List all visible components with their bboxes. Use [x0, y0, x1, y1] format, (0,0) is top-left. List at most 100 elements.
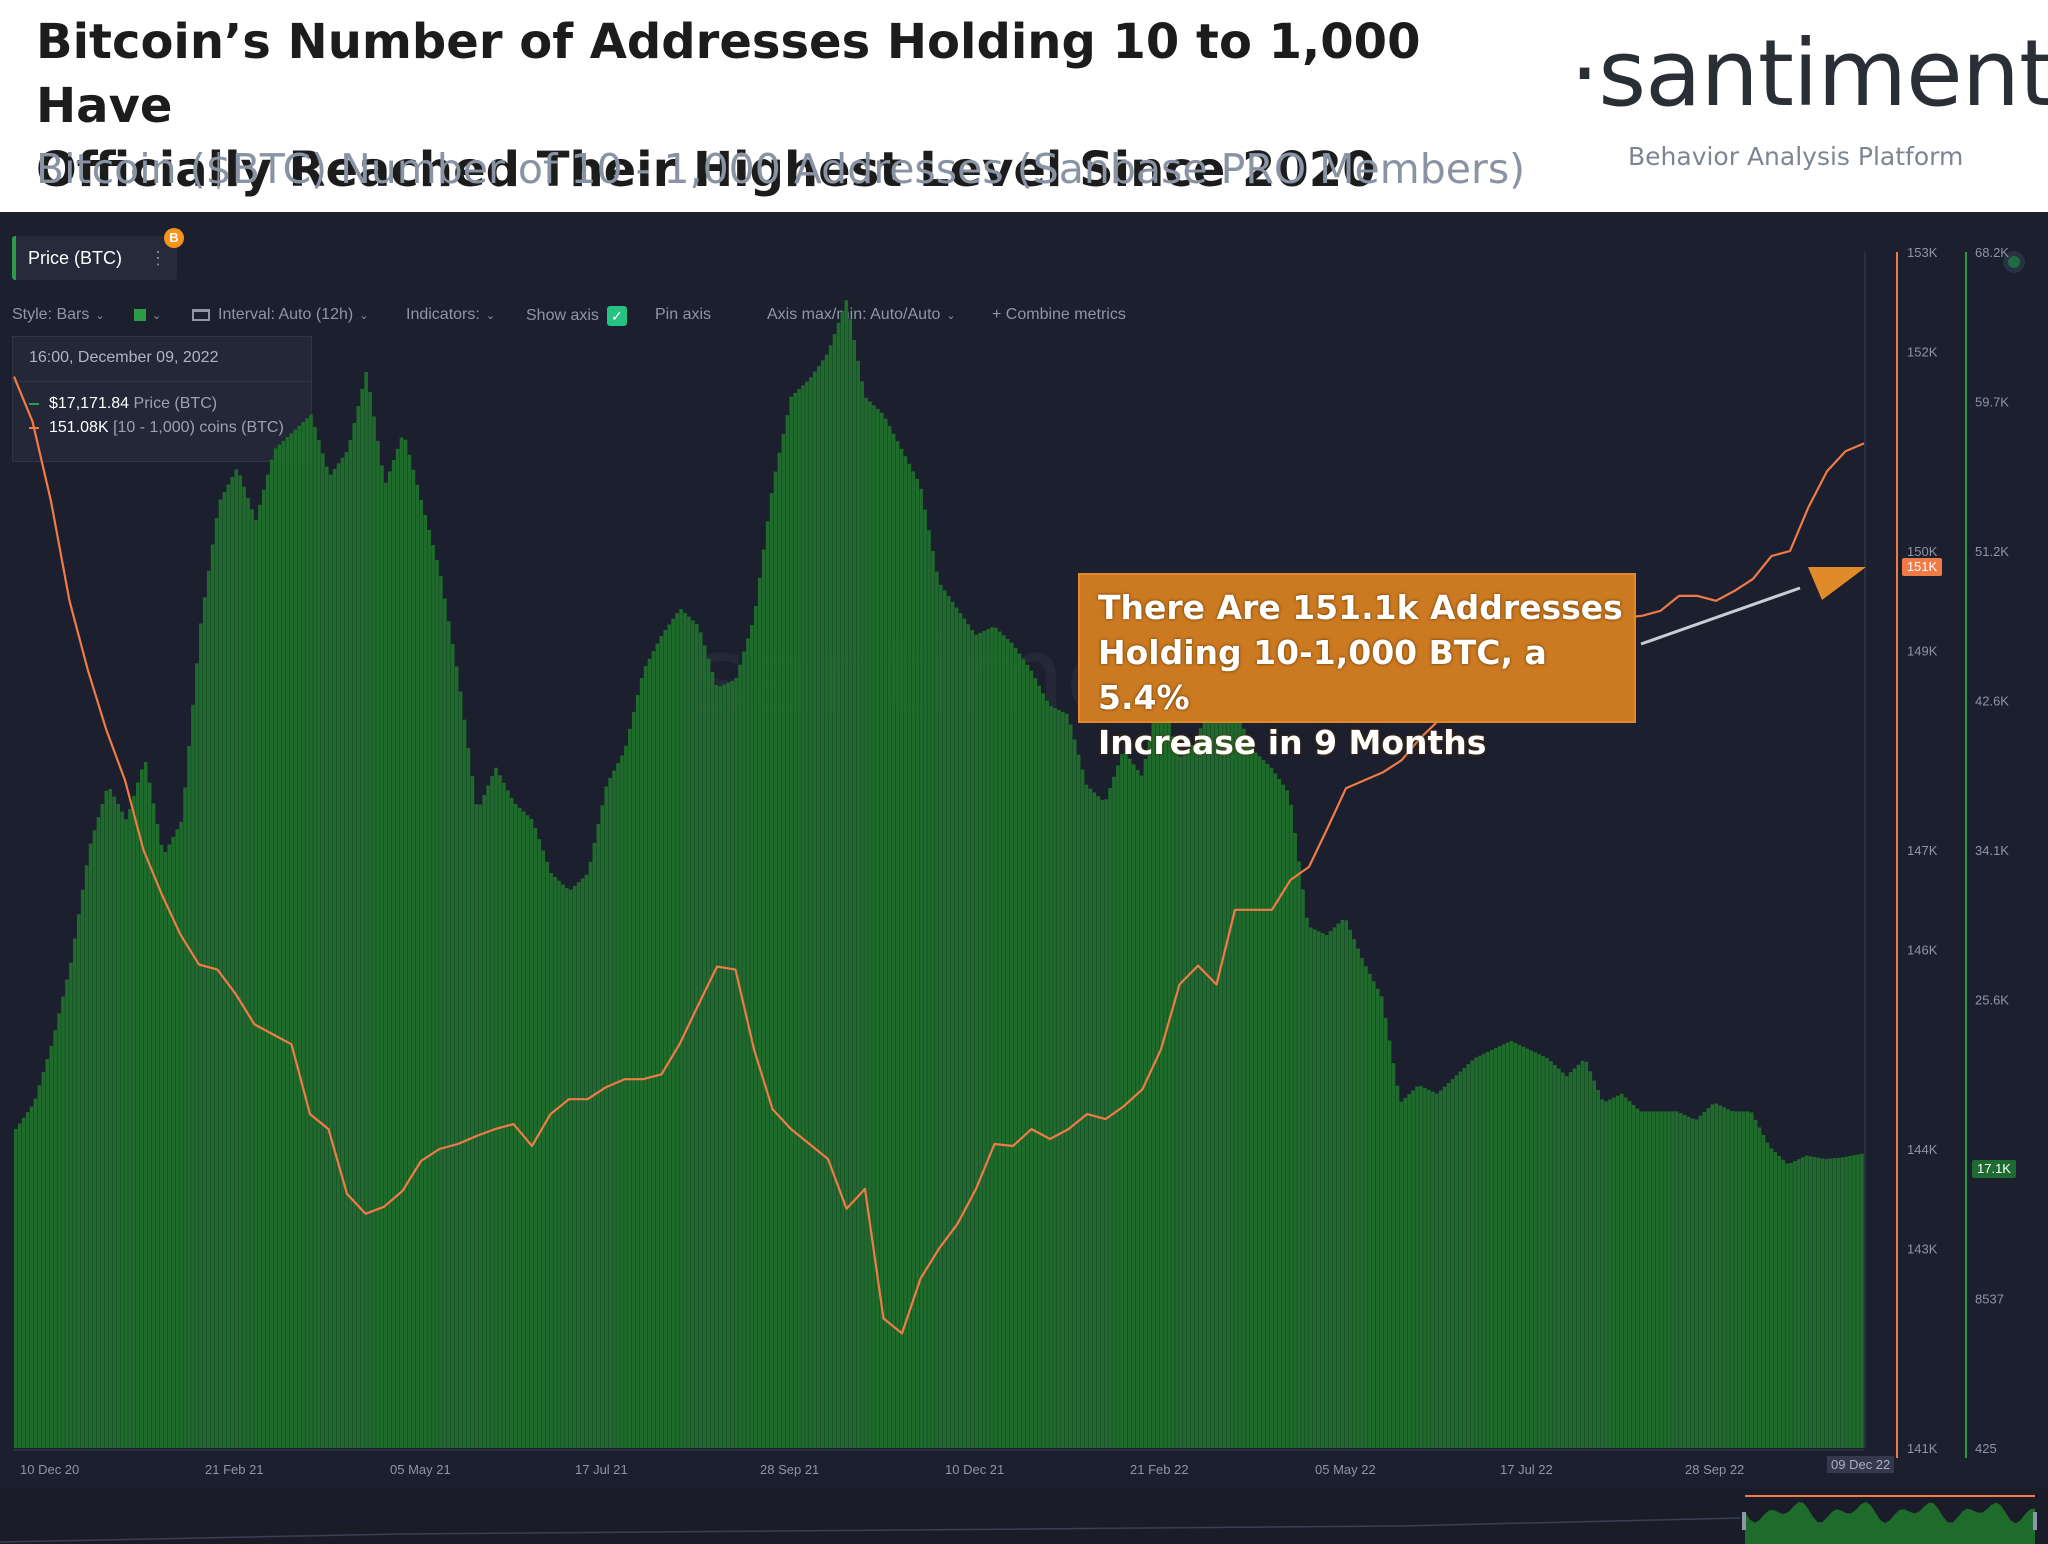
price-bar	[525, 815, 530, 1448]
price-bar	[907, 463, 912, 1448]
price-bar	[21, 1117, 26, 1448]
price-bar	[41, 1072, 46, 1448]
price-bar	[950, 601, 955, 1448]
price-bar	[1576, 1064, 1581, 1448]
price-bar	[1482, 1053, 1486, 1448]
price-bar	[446, 621, 451, 1448]
price-bar	[368, 392, 372, 1448]
price-bar	[230, 476, 235, 1448]
price-bar	[506, 790, 510, 1448]
price-bar	[1045, 700, 1049, 1448]
price-bar	[1793, 1161, 1797, 1448]
price-bar	[384, 482, 388, 1448]
price-bar	[1328, 931, 1333, 1448]
price-bar	[344, 452, 349, 1448]
price-bar	[832, 334, 837, 1448]
price-bar	[1639, 1111, 1644, 1448]
tooltip-price-value: $17,171.84	[49, 395, 130, 412]
left-axis-tick: 144K	[1907, 1142, 1938, 1157]
price-bar	[643, 666, 648, 1448]
chevron-down-icon: ⌄	[359, 310, 369, 322]
price-bar	[1525, 1048, 1530, 1448]
price-bar	[1068, 724, 1073, 1448]
price-bar	[797, 389, 801, 1449]
price-bar	[210, 544, 215, 1448]
price-bar	[754, 606, 758, 1448]
style-label: Style: Bars	[12, 306, 90, 323]
price-bar	[281, 440, 286, 1449]
price-bar	[781, 433, 786, 1448]
left-axis-tick: 149K	[1907, 644, 1938, 659]
pin-axis-button[interactable]: Pin axis	[655, 306, 712, 323]
chart-plot[interactable]: 153K 152K 150K 149K 147K 146K 144K 143K 141K 68.2…	[0, 212, 2048, 1544]
price-bar	[1580, 1060, 1585, 1448]
price-bar	[84, 865, 89, 1448]
price-bar	[1108, 788, 1112, 1448]
price-bar	[1824, 1158, 1829, 1448]
price-bar	[517, 807, 522, 1448]
price-bar	[1478, 1055, 1482, 1448]
price-bar	[895, 441, 900, 1448]
show-axis-checkbox[interactable]: ✓	[606, 306, 627, 326]
santiment-logo: ·santiment·	[1570, 20, 2048, 127]
chart-panel: santiment Price (BTC) ⋮ B Style: Bars⌄ ⌄…	[0, 212, 2048, 1544]
price-bar	[1738, 1111, 1742, 1448]
price-bar	[805, 381, 809, 1448]
price-bar	[509, 797, 514, 1448]
price-bar	[919, 488, 923, 1448]
axis-maxmin-dropdown[interactable]: Axis max/min: Auto/Auto ⌄	[767, 306, 956, 324]
current-addresses-marker: 151K	[1902, 558, 1942, 576]
price-bar	[1612, 1097, 1616, 1448]
price-bar	[159, 844, 164, 1448]
combine-metrics-button[interactable]: + Combine metrics	[992, 306, 1126, 323]
price-bar	[1749, 1112, 1754, 1448]
price-bar	[939, 584, 943, 1448]
price-bar	[856, 360, 860, 1449]
x-axis-tick: 17 Jul 22	[1500, 1462, 1553, 1477]
price-bar	[1391, 1063, 1396, 1448]
price-bar	[1253, 752, 1258, 1448]
color-picker[interactable]: ⌄	[134, 306, 161, 324]
current-date-marker: 09 Dec 22	[1827, 1456, 1895, 1473]
left-axis-tick: 153K	[1907, 245, 1938, 260]
price-bar	[1190, 745, 1195, 1448]
price-bar	[238, 475, 242, 1448]
price-bar	[273, 448, 278, 1448]
show-axis-toggle[interactable]: Show axis ✓	[526, 306, 627, 326]
right-axis-tick: 51.2K	[1975, 544, 2009, 559]
current-price-marker: 17.1K	[1972, 1160, 2016, 1178]
price-bar	[1332, 927, 1337, 1448]
title-line-1: Bitcoin’s Number of Addresses Holding 10…	[36, 14, 1421, 134]
indicators-dropdown[interactable]: Indicators: ⌄	[406, 306, 495, 324]
style-dropdown[interactable]: Style: Bars ⌄	[12, 306, 105, 324]
price-bar	[1198, 728, 1203, 1448]
price-bar	[675, 613, 679, 1448]
price-bar	[478, 804, 483, 1448]
price-bar	[706, 658, 711, 1448]
price-bar	[1820, 1158, 1825, 1448]
price-bar	[1541, 1056, 1545, 1448]
price-bar	[687, 616, 691, 1448]
price-bar	[541, 850, 546, 1448]
price-bar	[1273, 773, 1278, 1448]
price-bar	[1710, 1104, 1715, 1448]
price-bar	[1655, 1111, 1659, 1448]
price-bar	[450, 643, 455, 1448]
price-bar	[1171, 736, 1175, 1448]
price-bar	[1852, 1155, 1856, 1448]
price-bar	[76, 914, 81, 1448]
more-options-icon[interactable]: ⋮	[149, 248, 167, 268]
price-bar	[1828, 1158, 1833, 1448]
color-swatch	[134, 308, 146, 321]
annotation-line-1: There Are 151.1k Addresses	[1098, 588, 1623, 627]
price-bar	[533, 827, 538, 1448]
metric-tab-price[interactable]: Price (BTC) ⋮	[12, 236, 177, 280]
price-bar	[1124, 753, 1128, 1448]
axis-maxmin-label: Axis max/min: Auto/Auto	[767, 306, 941, 323]
price-bar	[927, 530, 931, 1448]
price-bar	[1324, 934, 1329, 1448]
price-bar	[624, 745, 628, 1448]
interval-dropdown[interactable]: Interval: Auto (12h) ⌄	[192, 306, 368, 324]
price-bar	[726, 682, 731, 1448]
price-bar	[813, 371, 817, 1448]
